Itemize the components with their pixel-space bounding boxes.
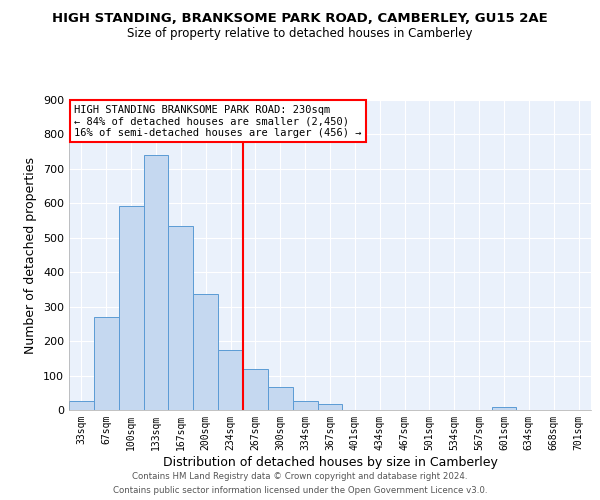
- Bar: [193, 294, 218, 410]
- Text: Contains public sector information licensed under the Open Government Licence v3: Contains public sector information licen…: [113, 486, 487, 495]
- Text: Contains HM Land Registry data © Crown copyright and database right 2024.: Contains HM Land Registry data © Crown c…: [132, 472, 468, 481]
- Bar: [491, 407, 517, 410]
- Y-axis label: Number of detached properties: Number of detached properties: [25, 156, 37, 354]
- Text: HIGH STANDING BRANKSOME PARK ROAD: 230sqm
← 84% of detached houses are smaller (: HIGH STANDING BRANKSOME PARK ROAD: 230sq…: [74, 104, 362, 138]
- Text: HIGH STANDING, BRANKSOME PARK ROAD, CAMBERLEY, GU15 2AE: HIGH STANDING, BRANKSOME PARK ROAD, CAMB…: [52, 12, 548, 26]
- Bar: [94, 317, 119, 410]
- Text: Size of property relative to detached houses in Camberley: Size of property relative to detached ho…: [127, 28, 473, 40]
- Bar: [243, 368, 268, 410]
- Bar: [293, 401, 317, 410]
- Bar: [143, 155, 169, 410]
- Bar: [69, 400, 94, 410]
- Bar: [169, 226, 193, 410]
- X-axis label: Distribution of detached houses by size in Camberley: Distribution of detached houses by size …: [163, 456, 497, 468]
- Bar: [218, 350, 243, 410]
- Bar: [268, 387, 293, 410]
- Bar: [317, 404, 343, 410]
- Bar: [119, 206, 143, 410]
